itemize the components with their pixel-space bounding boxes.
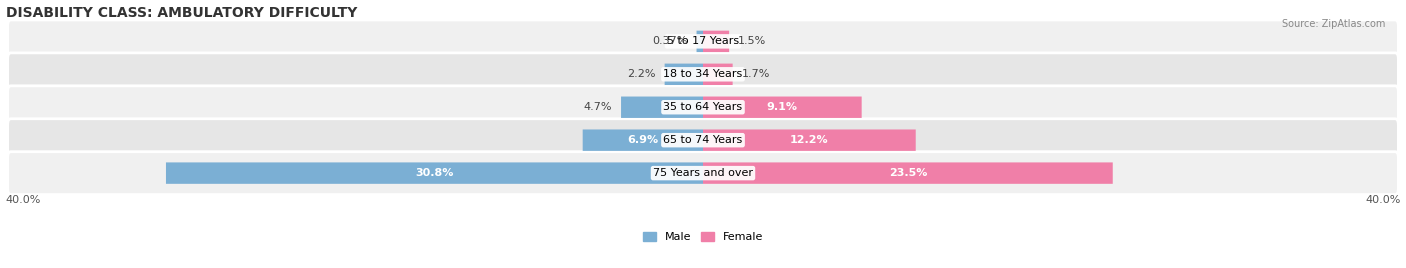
Text: 30.8%: 30.8% [415, 168, 454, 178]
Text: 6.9%: 6.9% [627, 135, 658, 145]
FancyBboxPatch shape [703, 31, 730, 52]
Text: 1.7%: 1.7% [741, 69, 769, 79]
Legend: Male, Female: Male, Female [638, 227, 768, 247]
Text: 1.5%: 1.5% [738, 36, 766, 46]
FancyBboxPatch shape [7, 86, 1399, 129]
Text: 4.7%: 4.7% [583, 102, 613, 112]
Text: 9.1%: 9.1% [766, 102, 797, 112]
FancyBboxPatch shape [703, 129, 915, 151]
FancyBboxPatch shape [665, 64, 703, 85]
Text: DISABILITY CLASS: AMBULATORY DIFFICULTY: DISABILITY CLASS: AMBULATORY DIFFICULTY [6, 6, 357, 20]
Text: 0.37%: 0.37% [652, 36, 688, 46]
FancyBboxPatch shape [703, 162, 1112, 184]
Text: 35 to 64 Years: 35 to 64 Years [664, 102, 742, 112]
Text: 2.2%: 2.2% [627, 69, 657, 79]
Text: 12.2%: 12.2% [790, 135, 828, 145]
FancyBboxPatch shape [7, 53, 1399, 96]
FancyBboxPatch shape [7, 152, 1399, 195]
FancyBboxPatch shape [703, 64, 733, 85]
Text: Source: ZipAtlas.com: Source: ZipAtlas.com [1281, 19, 1385, 29]
FancyBboxPatch shape [7, 20, 1399, 63]
Text: 40.0%: 40.0% [6, 195, 41, 204]
Text: 23.5%: 23.5% [889, 168, 927, 178]
Text: 18 to 34 Years: 18 to 34 Years [664, 69, 742, 79]
Text: 75 Years and over: 75 Years and over [652, 168, 754, 178]
FancyBboxPatch shape [7, 119, 1399, 162]
FancyBboxPatch shape [696, 31, 703, 52]
FancyBboxPatch shape [582, 129, 703, 151]
FancyBboxPatch shape [703, 96, 862, 118]
Text: 65 to 74 Years: 65 to 74 Years [664, 135, 742, 145]
FancyBboxPatch shape [621, 96, 703, 118]
Text: 40.0%: 40.0% [1365, 195, 1400, 204]
FancyBboxPatch shape [166, 162, 703, 184]
Text: 5 to 17 Years: 5 to 17 Years [666, 36, 740, 46]
